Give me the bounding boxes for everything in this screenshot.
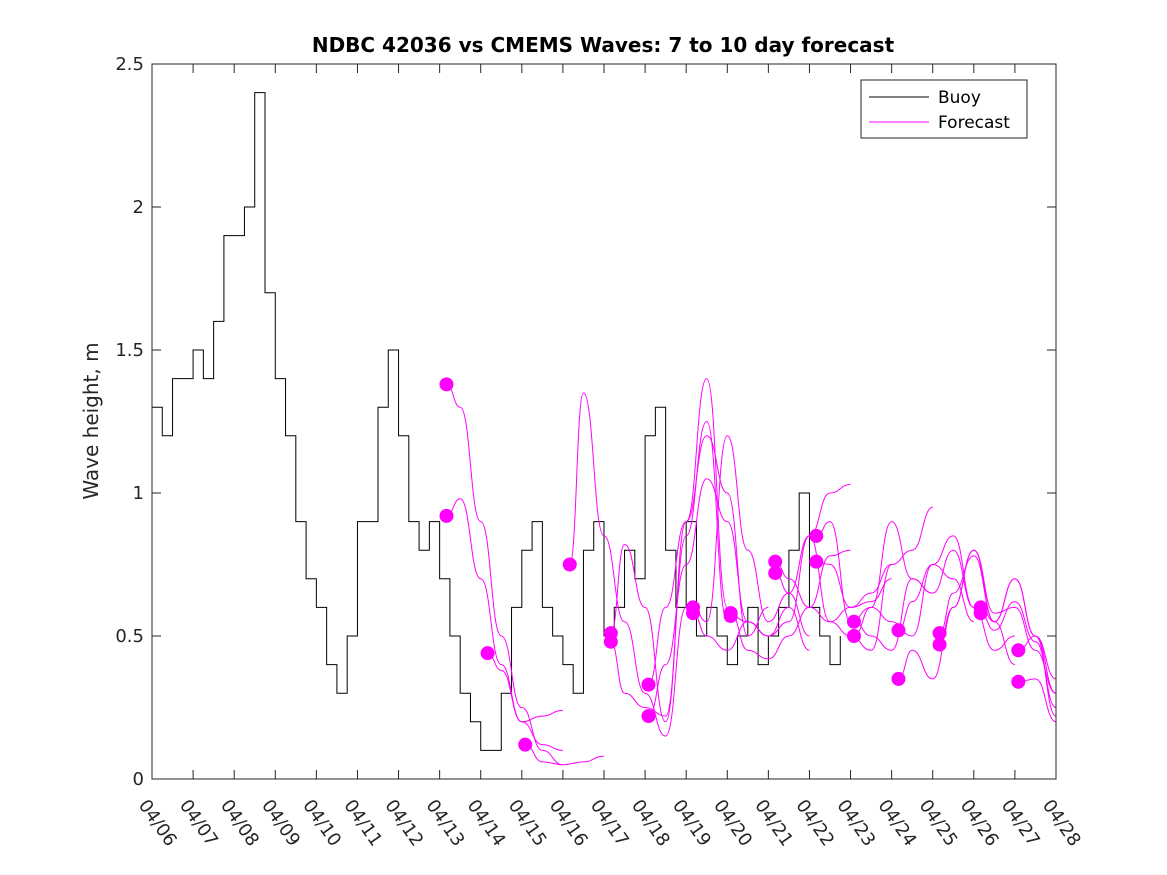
forecast-start-marker-3 (518, 737, 533, 752)
y-tick-label: 0 (133, 769, 144, 790)
forecast-start-marker-2 (480, 646, 495, 661)
plot-frame (151, 63, 1057, 780)
forecast-line-22 (939, 549, 1056, 694)
legend-label-buoy: Buoy (938, 88, 981, 108)
forecast-line-0 (446, 383, 563, 766)
forecast-line-1 (446, 498, 563, 751)
forecast-line-17 (853, 549, 975, 651)
forecast-start-marker-15 (809, 528, 824, 543)
forecast-markers (439, 377, 1026, 752)
forecast-line-19 (898, 535, 1015, 651)
y-axis: 0 0.5 1 1.5 2 2.5 (115, 54, 1056, 790)
forecast-start-marker-18 (846, 629, 861, 643)
forecast-line-12 (730, 483, 851, 637)
y-tick-label: 1.5 (115, 340, 144, 361)
forecast-line-9 (692, 435, 810, 637)
forecast-start-marker-6 (603, 634, 618, 649)
forecast-start-marker-1 (439, 508, 454, 523)
forecast-start-marker-14 (768, 566, 783, 581)
forecast-line-16 (816, 506, 933, 608)
forecast-line-11 (730, 549, 851, 660)
y-tick-label: 2.5 (115, 54, 144, 75)
forecast-line-24 (980, 601, 1056, 708)
forecast-start-marker-22 (932, 637, 947, 652)
y-tick-label: 1 (133, 483, 144, 504)
y-axis-label: Wave height, m (79, 342, 103, 499)
series-group (152, 92, 1056, 766)
plot-background (152, 64, 1056, 779)
legend: Buoy Forecast (860, 79, 1028, 139)
plot-area: 00.511.522.5 04/0604/0704/0804/0904/1004… (115, 54, 1085, 850)
forecast-line-14 (775, 535, 893, 651)
forecast-start-marker-4 (562, 557, 577, 572)
forecast-start-marker-24 (973, 606, 988, 621)
forecast-start-marker-25 (1011, 643, 1026, 658)
forecast-start-marker-17 (846, 614, 861, 629)
chart-title: NDBC 42036 vs CMEMS Waves: 7 to 10 day f… (312, 33, 895, 57)
y-tick-label: 0.5 (115, 626, 144, 647)
legend-box (860, 79, 1028, 139)
forecast-line-2 (487, 652, 563, 723)
forecast-start-marker-19 (891, 623, 906, 638)
forecast-line-23 (980, 578, 1056, 680)
legend-label-forecast: Forecast (938, 113, 1010, 133)
forecast-start-marker-10 (686, 606, 701, 621)
y-tick-label: 2 (133, 197, 144, 218)
forecast-line-7 (648, 435, 769, 686)
forecast-start-marker-7 (641, 677, 656, 692)
forecast-start-marker-16 (809, 554, 824, 569)
forecast-start-marker-26 (1011, 674, 1026, 689)
forecast-start-marker-8 (641, 709, 656, 724)
forecast-line-4 (569, 392, 687, 737)
forecast-start-marker-0 (439, 377, 454, 392)
forecast-line-3 (525, 744, 605, 766)
forecast-start-marker-20 (891, 671, 906, 686)
forecast-line-18 (853, 563, 975, 637)
forecast-line-8 (648, 478, 769, 717)
forecast-start-marker-12 (723, 608, 738, 623)
